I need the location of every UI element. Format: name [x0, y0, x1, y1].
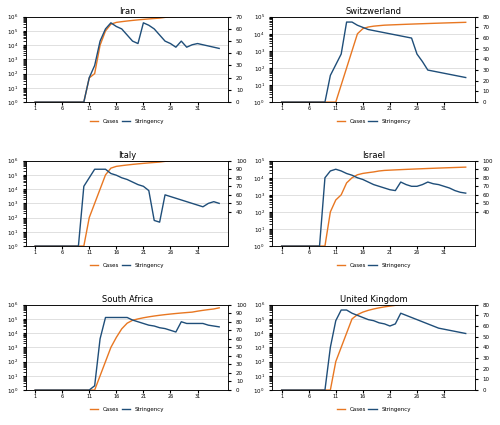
Legend: Cases, Stringency: Cases, Stringency: [334, 405, 413, 414]
Title: Iran: Iran: [119, 7, 136, 16]
Title: Italy: Italy: [118, 151, 137, 160]
Legend: Cases, Stringency: Cases, Stringency: [88, 117, 166, 127]
Title: South Africa: South Africa: [102, 295, 152, 304]
Title: United Kingdom: United Kingdom: [340, 295, 407, 304]
Legend: Cases, Stringency: Cases, Stringency: [334, 261, 413, 271]
Legend: Cases, Stringency: Cases, Stringency: [88, 405, 166, 414]
Title: Switzwerland: Switzwerland: [346, 7, 402, 16]
Legend: Cases, Stringency: Cases, Stringency: [334, 117, 413, 127]
Title: Israel: Israel: [362, 151, 385, 160]
Legend: Cases, Stringency: Cases, Stringency: [88, 261, 166, 271]
